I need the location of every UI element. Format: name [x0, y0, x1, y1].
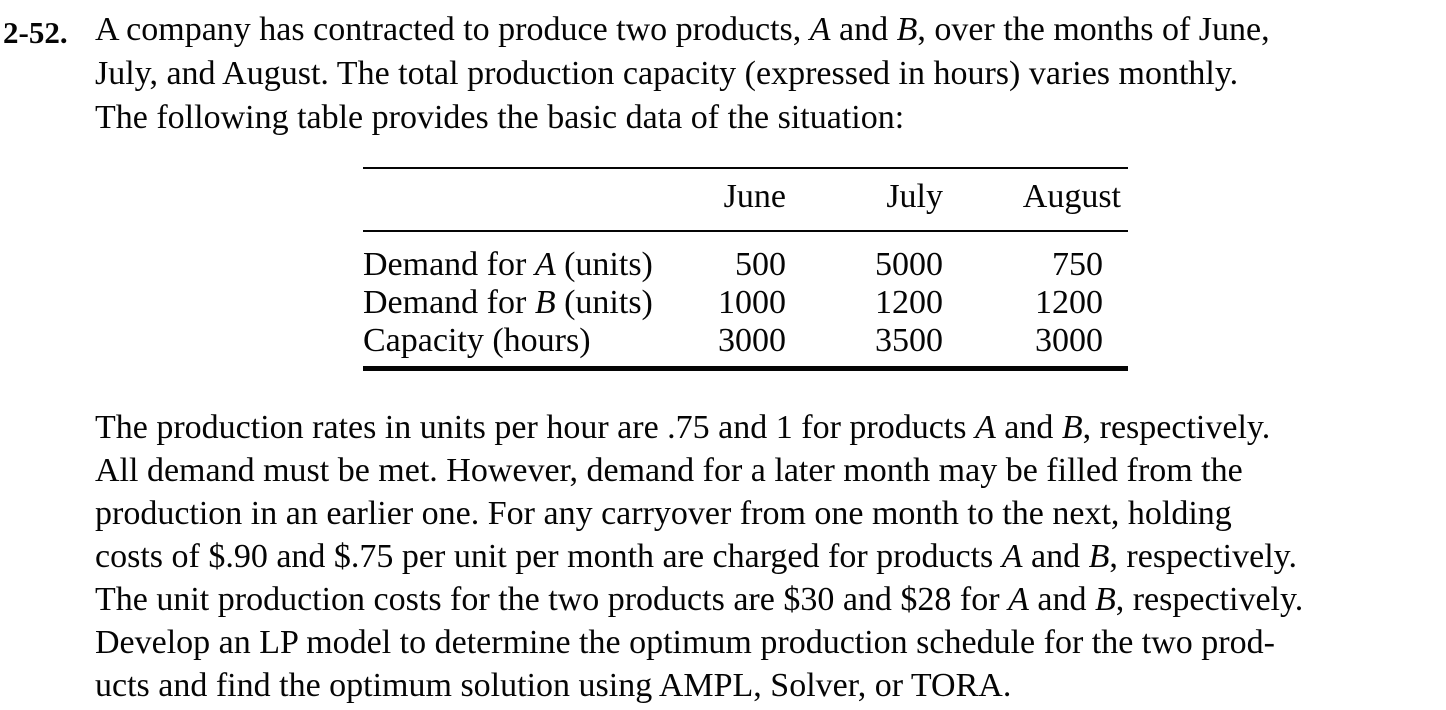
- text-segment: Develop an LP model to determine the opt…: [95, 624, 1275, 661]
- text-segment: production in an earlier one. For any ca…: [95, 495, 1232, 532]
- text-line: The following table provides the basic d…: [95, 96, 1270, 140]
- text-segment: Capacity (hours): [363, 322, 591, 359]
- row-label: Demand for B (units): [363, 284, 653, 322]
- text-segment: Demand for: [363, 246, 535, 283]
- cell-value: 1200: [1035, 284, 1103, 321]
- problem-body-paragraph: The production rates in units per hour a…: [95, 406, 1303, 707]
- text-segment: Demand for: [363, 284, 535, 321]
- text-segment: , respectively.: [1109, 538, 1297, 575]
- text-line: The production rates in units per hour a…: [95, 406, 1303, 449]
- table-header-row: June July August: [363, 169, 1128, 232]
- table-row: Capacity (hours) 3000 3500 3000: [363, 322, 1103, 360]
- text-line: All demand must be met. However, demand …: [95, 449, 1303, 492]
- text-line: The unit production costs for the two pr…: [95, 578, 1303, 621]
- cell-value: 1000: [718, 284, 786, 321]
- problem-intro-paragraph: A company has contracted to produce two …: [95, 8, 1270, 140]
- math-variable: A: [534, 246, 556, 283]
- text-segment: , respectively.: [1082, 409, 1271, 446]
- text-segment: (units): [555, 284, 653, 321]
- text-segment: and: [1022, 538, 1089, 575]
- math-variable: B: [896, 11, 918, 48]
- table-row: Demand for A (units) 500 5000 750: [363, 246, 1103, 284]
- table-body: Demand for A (units) 500 5000 750 Demand for…: [363, 232, 1128, 366]
- text-segment: , respectively.: [1115, 581, 1304, 618]
- cell-value: 500: [735, 246, 786, 283]
- math-variable: A: [974, 409, 996, 446]
- column-header-august: August: [1022, 178, 1121, 215]
- cell-value: 1200: [875, 284, 943, 321]
- text-line: costs of $.90 and $.75 per unit per mont…: [95, 535, 1303, 578]
- math-variable: A: [1008, 581, 1029, 618]
- row-label: Demand for A (units): [363, 246, 653, 284]
- table-row: Demand for B (units) 1000 1200 1200: [363, 284, 1103, 322]
- text-segment: , over the months of June,: [917, 11, 1270, 48]
- text-segment: costs of $.90 and $.75 per unit per mont…: [95, 538, 1002, 575]
- column-header-june: June: [723, 178, 786, 215]
- text-line: ucts and find the optimum solution using…: [95, 664, 1303, 707]
- text-line: A company has contracted to produce two …: [95, 8, 1270, 52]
- cell-value: 5000: [875, 246, 943, 283]
- text-segment: and: [1028, 581, 1095, 618]
- cell-value: 3500: [875, 322, 943, 359]
- text-segment: The production rates in units per hour a…: [95, 409, 975, 446]
- text-segment: All demand must be met. However, demand …: [95, 452, 1243, 489]
- data-table: June July August Demand for A (units) 500 50…: [363, 167, 1128, 371]
- problem-number: 2-52.: [3, 15, 68, 50]
- text-segment: ucts and find the optimum solution using…: [95, 667, 1012, 704]
- text-segment: A company has contracted to produce two …: [95, 11, 810, 48]
- text-segment: and: [995, 409, 1062, 446]
- math-variable: A: [1001, 538, 1023, 575]
- row-label: Capacity (hours): [363, 322, 643, 360]
- text-segment: and: [830, 11, 897, 48]
- text-segment: (units): [555, 246, 653, 283]
- cell-value: 3000: [1035, 322, 1103, 359]
- text-line: Develop an LP model to determine the opt…: [95, 621, 1303, 664]
- text-segment: The following table provides the basic d…: [95, 99, 905, 136]
- text-segment: The unit production costs for the two pr…: [95, 581, 1009, 618]
- column-header-july: July: [886, 178, 943, 215]
- text-line: July, and August. The total production c…: [95, 52, 1270, 96]
- text-segment: July, and August. The total production c…: [95, 55, 1239, 92]
- cell-value: 750: [1052, 246, 1103, 283]
- cell-value: 3000: [718, 322, 786, 359]
- math-variable: A: [809, 11, 831, 48]
- text-line: production in an earlier one. For any ca…: [95, 492, 1303, 535]
- math-variable: B: [1094, 581, 1116, 618]
- math-variable: B: [1061, 409, 1083, 446]
- math-variable: B: [1088, 538, 1110, 575]
- column-header-spacer: [363, 175, 643, 219]
- math-variable: B: [534, 284, 556, 321]
